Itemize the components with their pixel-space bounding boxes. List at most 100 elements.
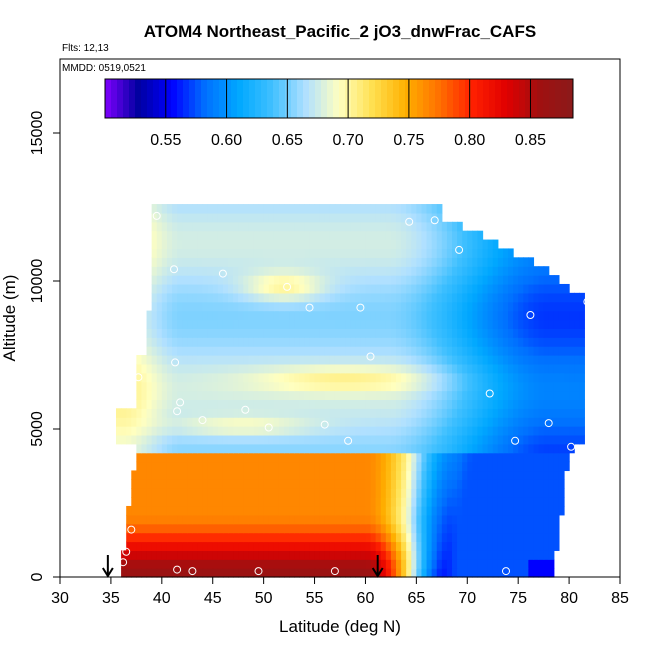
heatmap-cell: [294, 568, 300, 578]
heatmap-cell: [212, 452, 219, 463]
heatmap-cell: [431, 417, 438, 427]
colorbar-swatch: [411, 79, 418, 118]
heatmap-cell: [385, 443, 392, 454]
heatmap-cell: [166, 550, 173, 560]
heatmap-cell: [324, 372, 331, 383]
heatmap-cell: [411, 505, 417, 516]
heatmap-cell: [406, 337, 412, 347]
heatmap-cell: [508, 275, 514, 285]
heatmap-cell: [441, 497, 448, 507]
heatmap-cell: [365, 363, 372, 374]
heatmap-cell: [467, 355, 473, 365]
heatmap-cell: [299, 514, 305, 525]
heatmap-cell: [141, 497, 148, 507]
heatmap-cell: [228, 390, 234, 400]
heatmap-cell: [396, 363, 402, 374]
heatmap-cell: [304, 559, 311, 569]
heatmap-cell: [329, 337, 336, 347]
heatmap-cell: [533, 523, 540, 534]
heatmap-cell: [467, 479, 473, 489]
heatmap-cell: [390, 248, 397, 258]
heatmap-cell: [421, 399, 428, 409]
heatmap-cell: [497, 488, 504, 498]
heatmap-cell: [319, 204, 326, 214]
heatmap-cell: [263, 541, 270, 551]
heatmap-cell: [324, 328, 331, 338]
heatmap-cell: [263, 363, 270, 374]
heatmap-cell: [462, 505, 468, 516]
heatmap-cell: [222, 497, 229, 507]
colorbar-swatch: [453, 79, 460, 118]
heatmap-cell: [253, 239, 260, 250]
heatmap-cell: [233, 408, 239, 418]
heatmap-cell: [497, 559, 504, 569]
heatmap-cell: [278, 355, 285, 365]
heatmap-cell: [304, 239, 311, 250]
heatmap-cell: [294, 434, 300, 445]
heatmap-cell: [523, 541, 529, 551]
heatmap-cell: [273, 212, 280, 223]
heatmap-cell: [212, 283, 219, 294]
heatmap-cell: [497, 372, 504, 383]
heatmap-cell: [340, 363, 346, 374]
heatmap-cell: [156, 204, 163, 214]
heatmap-cell: [579, 426, 585, 436]
heatmap-cell: [390, 550, 397, 560]
heatmap-cell: [569, 381, 575, 392]
heatmap-cell: [426, 488, 433, 498]
heatmap-cell: [467, 239, 473, 250]
heatmap-cell: [436, 346, 443, 356]
heatmap-cell: [334, 257, 341, 267]
heatmap-cell: [304, 230, 311, 241]
heatmap-cell: [172, 275, 178, 285]
heatmap-cell: [299, 532, 305, 543]
heatmap-cell: [380, 337, 387, 347]
heatmap-cell: [233, 550, 239, 560]
heatmap-cell: [370, 426, 377, 436]
heatmap-cell: [314, 355, 321, 365]
heatmap-cell: [370, 550, 377, 560]
heatmap-cell: [177, 497, 183, 507]
heatmap-cell: [340, 443, 346, 454]
heatmap-cell: [319, 434, 326, 445]
heatmap-cell: [197, 568, 204, 578]
heatmap-cell: [151, 230, 158, 241]
heatmap-cell: [243, 266, 249, 276]
heatmap-cell: [273, 541, 280, 551]
heatmap-cell: [477, 381, 484, 392]
heatmap-cell: [319, 230, 326, 241]
heatmap-cell: [202, 550, 209, 560]
heatmap-cell: [304, 434, 311, 445]
heatmap-cell: [457, 497, 463, 507]
heatmap-cell: [406, 550, 412, 560]
heatmap-cell: [141, 479, 148, 489]
heatmap-cell: [228, 319, 234, 329]
heatmap-cell: [151, 488, 158, 498]
heatmap-cell: [314, 230, 321, 241]
heatmap-cell: [421, 266, 428, 276]
heatmap-cell: [263, 417, 270, 427]
heatmap-cell: [299, 221, 305, 232]
heatmap-cell: [345, 275, 351, 285]
heatmap-cell: [579, 417, 585, 427]
heatmap-cell: [360, 550, 367, 560]
heatmap-cell: [345, 541, 351, 551]
heatmap-cell: [365, 390, 372, 400]
colorbar-swatch: [399, 79, 406, 118]
heatmap-cell: [329, 248, 336, 258]
heatmap-cell: [233, 443, 239, 454]
heatmap-cell: [457, 417, 463, 427]
heatmap-cell: [172, 381, 178, 392]
heatmap-cell: [385, 346, 392, 356]
heatmap-cell: [452, 266, 458, 276]
x-tick-label: 75: [509, 590, 527, 607]
heatmap-cell: [401, 426, 407, 436]
heatmap-cell: [416, 257, 423, 267]
heatmap-cell: [263, 212, 270, 223]
heatmap-cell: [513, 434, 519, 445]
heatmap-cell: [146, 461, 153, 472]
heatmap-cell: [487, 514, 494, 525]
heatmap-cell: [166, 523, 173, 534]
heatmap-cell: [151, 381, 158, 392]
